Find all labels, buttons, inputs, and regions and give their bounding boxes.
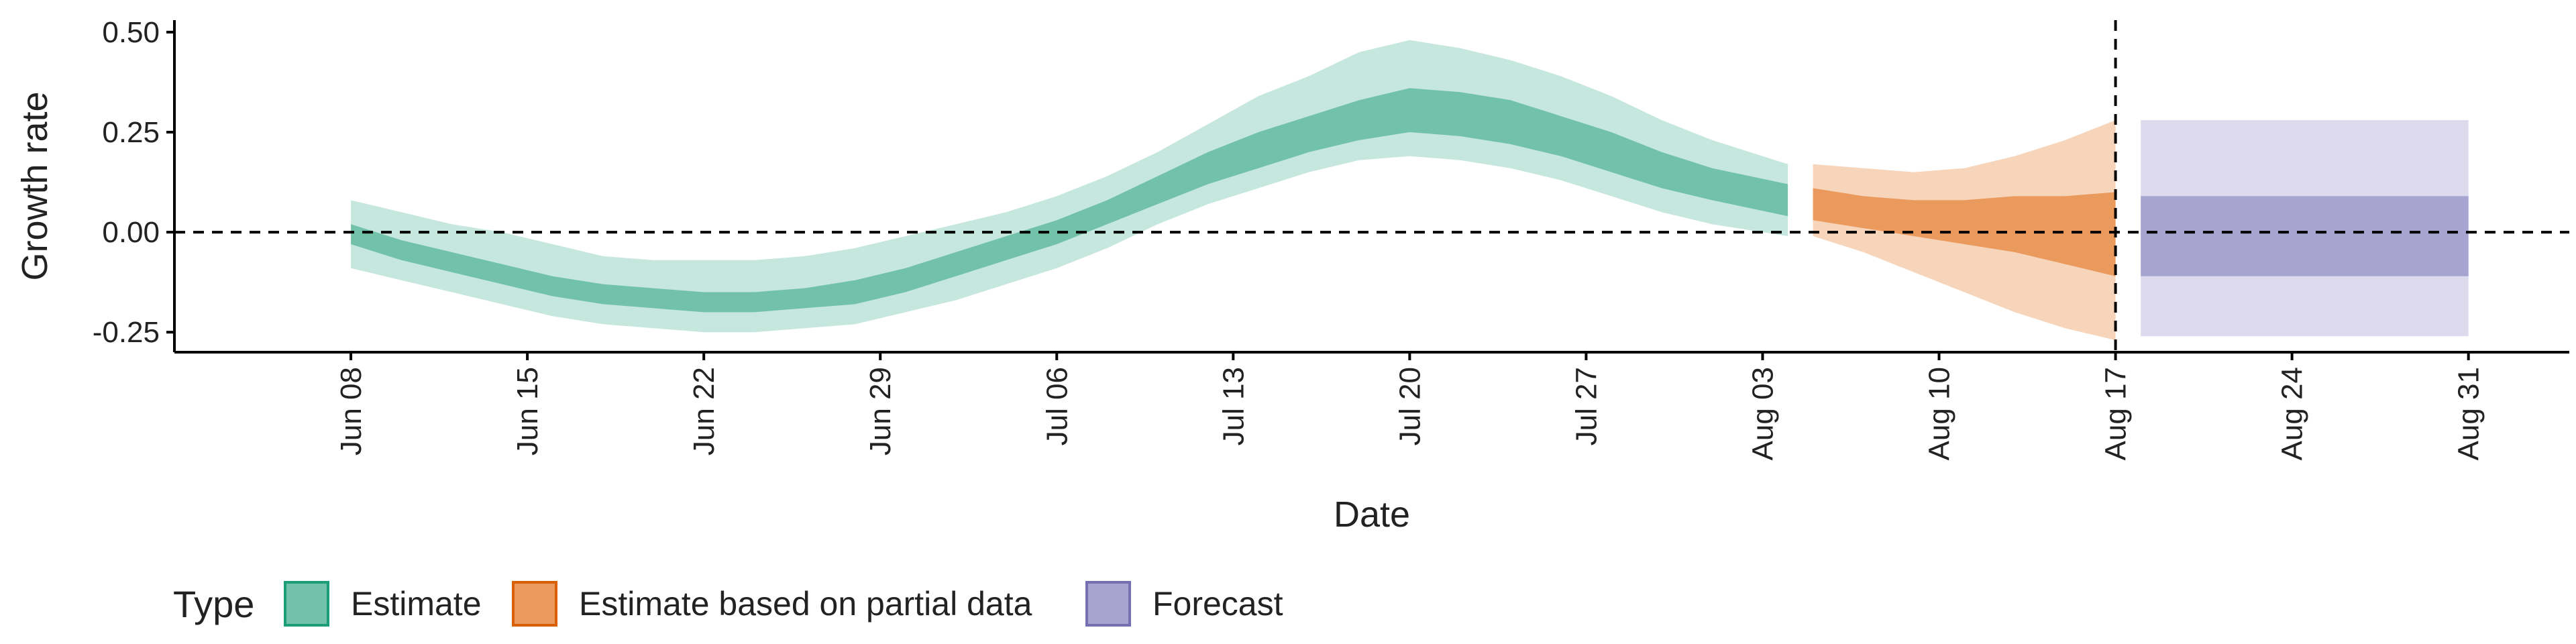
legend-label-estimate: Estimate [351, 585, 482, 623]
plot-area [174, 20, 2569, 352]
y-tick-label: -0.25 [93, 316, 160, 349]
x-axis-title: Date [1334, 494, 1410, 535]
y-tick-label: 0.50 [102, 16, 160, 49]
x-tick-label: Jun 08 [335, 367, 368, 455]
legend-title: Type [173, 583, 254, 625]
x-tick-label: Aug 24 [2276, 367, 2309, 460]
legend-key-estimate [284, 581, 329, 627]
y-axis-title: Growth rate [15, 91, 55, 280]
legend: Type Estimate Estimate based on partial d… [173, 581, 1283, 627]
x-tick-label: Jul 20 [1393, 367, 1426, 445]
x-tick-label: Aug 03 [1746, 367, 1779, 460]
ribbons-layer [351, 40, 2469, 341]
x-tick-label: Aug 10 [1923, 367, 1956, 460]
x-tick-label: Jun 29 [864, 367, 897, 455]
x-ticks: Jun 08 Jun 15 Jun 22 Jun 29 Jul 06 Jul 13 Jul … [335, 352, 2485, 460]
x-tick-label: Jul 13 [1217, 367, 1250, 445]
x-tick-label: Jul 06 [1040, 367, 1073, 445]
legend-label-forecast: Forecast [1152, 585, 1283, 623]
x-tick-label: Aug 17 [2100, 367, 2133, 460]
x-tick-label: Jun 15 [511, 367, 544, 455]
x-tick-label: Aug 31 [2453, 367, 2485, 460]
axes: -0.250.000.250.50 Jun 08 Jun 15 Jun 22 Jun … [93, 16, 2569, 460]
legend-items: Estimate Estimate based on partial data Fo… [284, 581, 1283, 627]
legend-key-estimate-based-on-partial-data [512, 581, 557, 627]
y-ticks: -0.25 0.00 0.25 0.50 [93, 16, 174, 349]
forecast-inner-band [2141, 196, 2469, 276]
y-tick-label: 0.25 [102, 116, 160, 149]
legend-key-forecast [1085, 581, 1131, 627]
legend-label-estimate-based-on-partial-data: Estimate based on partial data [579, 585, 1032, 623]
y-tick-label: 0.00 [102, 216, 160, 249]
x-tick-label: Jul 27 [1570, 367, 1603, 445]
x-tick-label: Jun 22 [688, 367, 720, 455]
